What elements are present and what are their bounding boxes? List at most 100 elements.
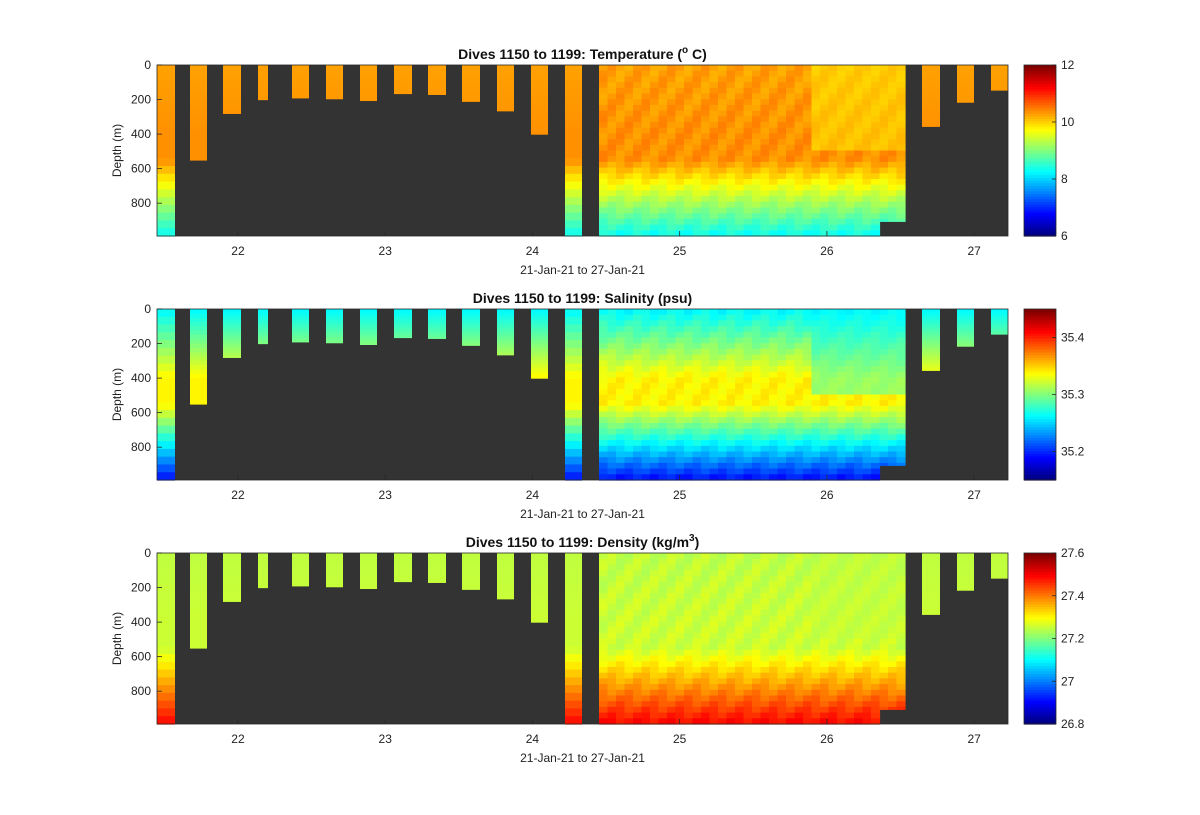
data-cell: [497, 571, 514, 575]
data-cell: [803, 383, 813, 390]
data-cell: [828, 621, 838, 628]
data-cell: [760, 65, 770, 72]
data-cell: [658, 411, 668, 418]
data-cell: [394, 553, 412, 555]
colorbar-segment: [1024, 139, 1056, 144]
data-cell: [709, 701, 719, 708]
data-cell: [641, 604, 651, 611]
data-cell: [658, 326, 668, 333]
data-cell: [777, 581, 787, 588]
data-cell: [394, 89, 412, 92]
x-tick-label: 25: [673, 488, 687, 502]
data-cell: [667, 644, 677, 651]
data-cell: [811, 179, 821, 186]
data-cell: [675, 553, 685, 560]
data-cell: [760, 621, 770, 628]
data-cell: [326, 316, 343, 319]
data-cell: [394, 324, 412, 327]
data-cell: [497, 569, 514, 573]
data-cell: [667, 445, 677, 453]
data-cell: [752, 354, 762, 361]
data-cell: [624, 655, 634, 662]
data-cell: [896, 87, 906, 95]
data-cell: [641, 451, 651, 458]
data-cell: [820, 564, 830, 571]
data-cell: [607, 326, 617, 333]
data-cell: [667, 638, 677, 645]
dive-profile: [394, 553, 412, 583]
data-cell: [531, 130, 548, 135]
data-cell: [607, 706, 617, 714]
data-cell: [896, 400, 906, 407]
data-cell: [769, 400, 779, 407]
data-cell: [786, 161, 796, 169]
data-cell: [599, 70, 609, 77]
data-cell: [624, 411, 634, 418]
data-cell: [326, 83, 343, 86]
data-cell: [675, 451, 685, 458]
data-cell: [684, 230, 694, 237]
data-cell: [820, 201, 830, 209]
data-cell: [616, 371, 626, 378]
data-cell: [777, 196, 787, 203]
data-cell: [684, 218, 694, 226]
data-cell: [428, 321, 446, 323]
data-cell: [769, 230, 779, 237]
data-cell: [709, 411, 719, 418]
data-cell: [360, 73, 377, 76]
data-cell: [258, 565, 268, 568]
data-cell: [607, 76, 617, 83]
data-cell: [394, 316, 412, 319]
data-cell: [862, 644, 872, 651]
data-cell: [641, 417, 651, 424]
data-cell: [599, 161, 609, 169]
data-cell: [794, 615, 804, 622]
data-cell: [599, 575, 609, 583]
data-cell: [157, 189, 175, 198]
data-cell: [599, 598, 609, 605]
data-cell: [157, 212, 175, 222]
data-cell: [743, 337, 753, 344]
data-cell: [888, 354, 898, 361]
data-cell: [616, 428, 626, 435]
data-cell: [879, 309, 889, 316]
data-cell: [726, 99, 736, 106]
data-cell: [360, 559, 377, 562]
data-cell: [794, 179, 804, 186]
data-cell: [599, 331, 609, 339]
data-cell: [752, 558, 762, 565]
data-cell: [777, 224, 787, 231]
data-cell: [607, 394, 617, 401]
data-cell: [862, 701, 872, 708]
data-cell: [684, 173, 694, 180]
data-cell: [760, 144, 770, 152]
data-cell: [820, 314, 830, 321]
colorbar-segment: [1024, 94, 1056, 98]
data-cell: [828, 161, 838, 169]
data-cell: [879, 457, 889, 464]
data-cell: [803, 116, 813, 123]
data-cell: [862, 712, 872, 719]
data-cell: [633, 592, 643, 600]
data-cell: [292, 81, 309, 84]
data-cell: [684, 161, 694, 169]
data-cell: [991, 558, 1008, 561]
data-cell: [811, 167, 821, 174]
data-cell: [854, 604, 864, 611]
data-cell: [896, 405, 906, 413]
data-cell: [794, 93, 804, 100]
x-tick-label: 24: [526, 732, 540, 746]
data-cell: [190, 334, 207, 340]
data-cell: [624, 638, 634, 645]
data-cell: [888, 400, 898, 407]
data-cell: [811, 224, 821, 231]
data-cell: [743, 93, 753, 100]
data-cell: [811, 684, 821, 691]
data-cell: [726, 87, 736, 95]
data-cell: [692, 457, 702, 464]
data-cell: [871, 575, 881, 583]
data-cell: [991, 557, 1008, 560]
data-cell: [658, 377, 668, 384]
data-cell: [760, 423, 770, 430]
data-cell: [701, 610, 711, 617]
